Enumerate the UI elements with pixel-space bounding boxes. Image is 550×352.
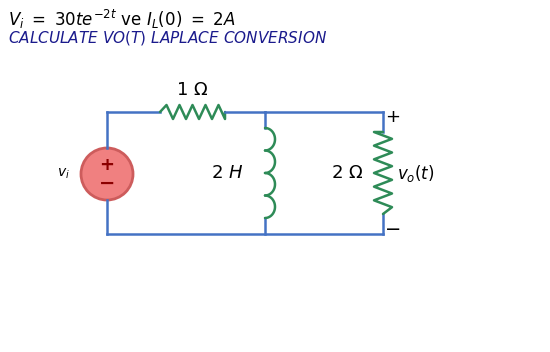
Text: +: + [100,156,114,174]
Text: $V_i\ =\ 30te^{-2t}\ \mathrm{ve}\ I_L(0)\ =\ 2A$: $V_i\ =\ 30te^{-2t}\ \mathrm{ve}\ I_L(0)… [8,8,235,31]
Circle shape [81,148,133,200]
Text: $2\ H$: $2\ H$ [211,164,243,182]
Text: +: + [386,108,400,126]
Text: $\mathit{CALCULATE\ VO(T)\ LAPLACE\ CONVERSION}$: $\mathit{CALCULATE\ VO(T)\ LAPLACE\ CONV… [8,29,327,47]
Text: $2\ \Omega$: $2\ \Omega$ [331,164,363,182]
Text: −: − [385,220,401,239]
Text: $v_o(t)$: $v_o(t)$ [397,163,434,183]
Text: $v_i$: $v_i$ [57,167,69,181]
Text: $1\ \Omega$: $1\ \Omega$ [177,81,208,99]
Text: −: − [99,174,115,193]
